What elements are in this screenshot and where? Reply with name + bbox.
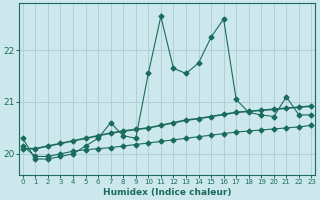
X-axis label: Humidex (Indice chaleur): Humidex (Indice chaleur) xyxy=(103,188,231,197)
